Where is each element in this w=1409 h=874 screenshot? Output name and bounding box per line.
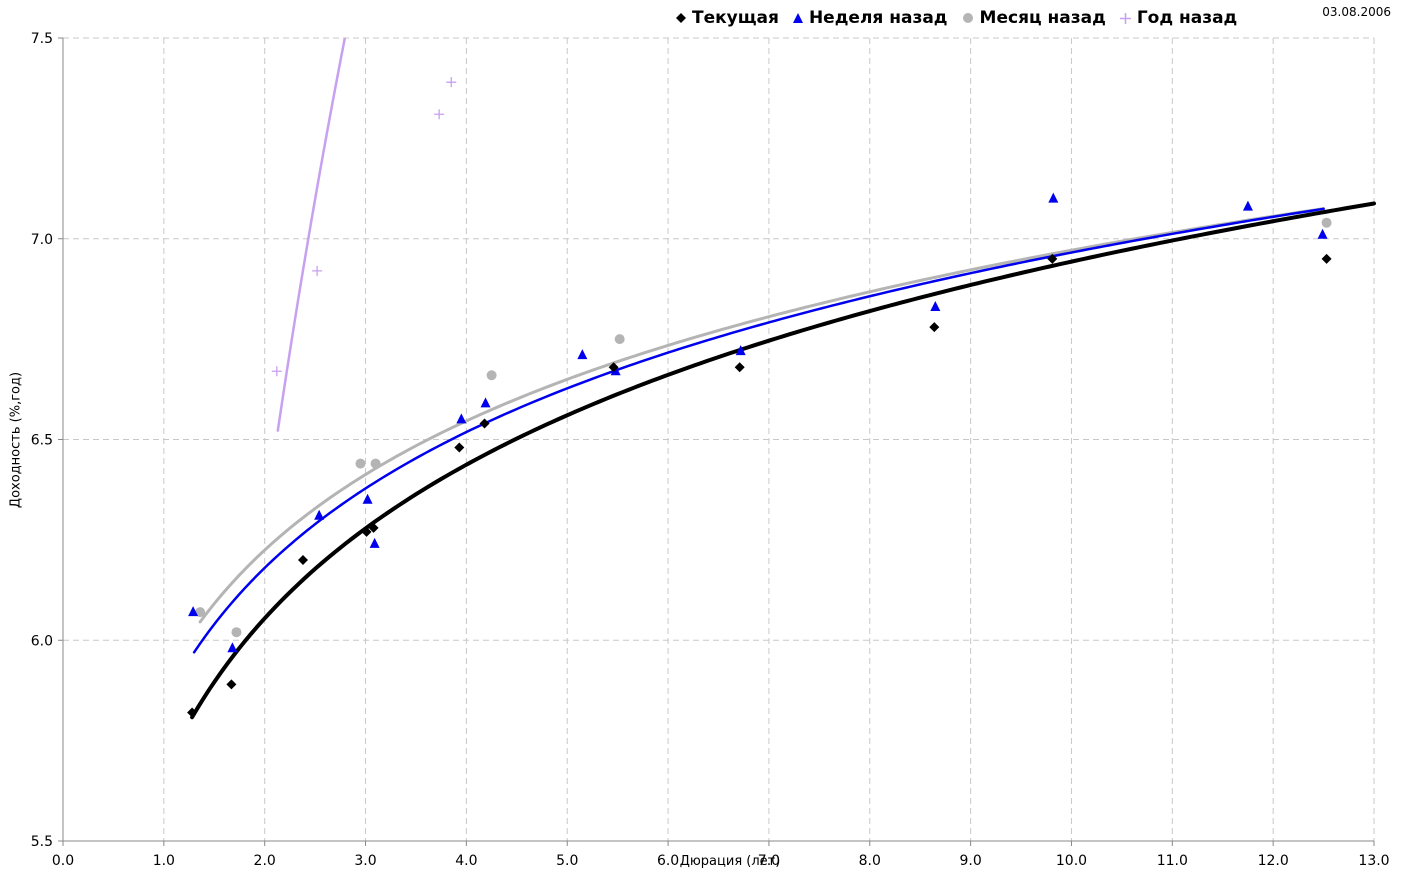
x-tick-label: 3.0 bbox=[354, 853, 376, 869]
trend-line bbox=[276, 37, 346, 432]
legend-item-year: Год назад bbox=[1119, 8, 1238, 28]
legend: Текущая Неделя назад Месяц назад Год наз… bbox=[676, 8, 1237, 28]
legend-item-week: Неделя назад bbox=[792, 8, 948, 28]
legend-label: Неделя назад bbox=[808, 8, 948, 28]
x-tick-label: 0.0 bbox=[52, 853, 74, 869]
data-point-circle bbox=[370, 458, 381, 469]
data-point-diamond bbox=[361, 526, 372, 537]
trend-line bbox=[190, 201, 1376, 720]
x-tick-label: 13.0 bbox=[1358, 853, 1389, 869]
data-point-triangle bbox=[227, 642, 238, 653]
diamond-marker-icon bbox=[676, 13, 686, 23]
data-point-circle bbox=[355, 458, 366, 469]
triangle-marker-icon bbox=[792, 13, 803, 23]
data-point-plus bbox=[271, 366, 282, 377]
data-point-triangle bbox=[362, 493, 373, 504]
legend-item-month: Месяц назад bbox=[962, 8, 1106, 28]
x-tick-label: 9.0 bbox=[959, 853, 981, 869]
y-axis-title: Доходность (%,год) bbox=[8, 371, 24, 509]
y-tick-label: 6.5 bbox=[31, 433, 53, 449]
data-point-diamond bbox=[454, 442, 465, 453]
x-tick-label: 10.0 bbox=[1056, 853, 1087, 869]
data-point-triangle bbox=[930, 301, 941, 312]
data-point-plus bbox=[446, 77, 457, 88]
data-point-triangle bbox=[577, 349, 588, 360]
legend-label: Текущая bbox=[692, 8, 779, 28]
x-tick-label: 12.0 bbox=[1258, 853, 1289, 869]
data-point-triangle bbox=[1242, 200, 1253, 211]
data-points bbox=[187, 77, 1332, 718]
data-point-triangle bbox=[480, 397, 491, 408]
circle-marker-icon bbox=[962, 13, 973, 23]
tick-labels: 0.0 1.0 2.0 3.0 4.0 5.0 6.0 7.0 8.0 9.0 10.0 11.0 12… bbox=[31, 31, 1390, 869]
data-point-circle bbox=[614, 334, 625, 345]
trend-lines bbox=[190, 37, 1376, 720]
x-tick-label: 11.0 bbox=[1157, 853, 1188, 869]
data-point-diamond bbox=[929, 322, 940, 333]
data-point-triangle bbox=[369, 537, 380, 548]
data-point-diamond bbox=[479, 418, 490, 429]
data-point-circle bbox=[486, 370, 497, 381]
data-point-plus bbox=[434, 109, 445, 120]
y-tick-label: 7.5 bbox=[31, 31, 53, 47]
legend-label: Год назад bbox=[1136, 8, 1238, 28]
data-point-diamond bbox=[1047, 253, 1058, 264]
data-point-diamond bbox=[187, 707, 198, 718]
x-tick-label: 2.0 bbox=[254, 853, 276, 869]
x-tick-label: 5.0 bbox=[556, 853, 578, 869]
data-point-circle bbox=[195, 607, 206, 618]
data-point-triangle bbox=[456, 413, 467, 424]
x-tick-label: 6.0 bbox=[657, 853, 679, 869]
data-point-triangle bbox=[735, 345, 746, 356]
data-point-circle bbox=[1321, 217, 1332, 228]
data-point-diamond bbox=[608, 362, 619, 373]
x-axis-title: Дюрация (лет) bbox=[679, 854, 781, 869]
data-point-triangle bbox=[1048, 192, 1059, 203]
y-tick-label: 7.0 bbox=[31, 232, 53, 248]
grid-lines bbox=[63, 37, 1375, 841]
data-point-diamond bbox=[1321, 253, 1332, 264]
data-point-circle bbox=[231, 627, 242, 638]
x-tick-label: 1.0 bbox=[153, 853, 175, 869]
data-point-triangle bbox=[188, 606, 199, 617]
trend-line bbox=[198, 207, 1326, 624]
data-point-triangle bbox=[1317, 228, 1328, 239]
x-tick-label: 7.0 bbox=[758, 853, 780, 869]
y-tick-label: 6.0 bbox=[31, 633, 53, 649]
data-point-triangle bbox=[314, 509, 325, 520]
data-point-diamond bbox=[368, 522, 379, 533]
trend-line bbox=[192, 207, 1325, 654]
x-tick-label: 8.0 bbox=[859, 853, 881, 869]
legend-label: Месяц назад bbox=[979, 8, 1106, 28]
x-tick-label: 4.0 bbox=[455, 853, 477, 869]
data-point-plus bbox=[312, 265, 323, 276]
y-tick-label: 5.5 bbox=[31, 834, 53, 850]
data-point-diamond bbox=[734, 362, 745, 373]
axes bbox=[58, 37, 1375, 846]
data-point-diamond bbox=[226, 679, 237, 690]
data-point-diamond bbox=[298, 554, 309, 565]
data-point-triangle bbox=[610, 365, 621, 376]
plus-marker-icon bbox=[1119, 12, 1131, 24]
chart-date: 03.08.2006 bbox=[1322, 5, 1391, 19]
legend-item-current: Текущая bbox=[676, 8, 779, 28]
